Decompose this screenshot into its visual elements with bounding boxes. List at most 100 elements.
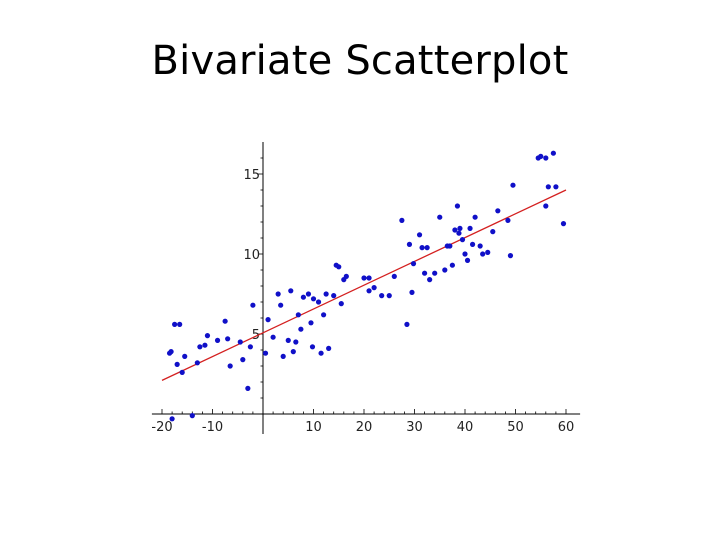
scatter-point	[300, 294, 306, 300]
scatter-point	[454, 203, 461, 209]
scatter-point	[416, 232, 423, 238]
x-tick-label: -10	[202, 420, 223, 435]
scatter-point	[399, 217, 405, 223]
scatter-point	[560, 221, 567, 227]
x-tick-label: 20	[356, 420, 373, 435]
scatter-point	[472, 214, 478, 220]
scatter-point	[409, 289, 415, 295]
scatter-point	[404, 321, 410, 327]
scatter-point	[202, 342, 208, 348]
scatter-point	[505, 217, 511, 223]
scatter-point	[543, 203, 549, 209]
scatter-point	[280, 353, 286, 359]
x-tick-label: -20	[151, 420, 172, 435]
scatter-point	[177, 321, 183, 327]
scatter-point	[275, 291, 281, 297]
slide-title: Bivariate Scatterplot	[151, 38, 569, 84]
scatter-point	[225, 336, 231, 342]
scatter-point	[424, 245, 430, 251]
regression-line	[161, 189, 567, 381]
scatter-point	[464, 257, 471, 263]
scatter-point	[490, 229, 496, 235]
scatter-point	[391, 273, 397, 279]
y-tick-label: 15	[243, 168, 260, 183]
scatter-point	[442, 267, 448, 273]
scatter-point	[240, 357, 246, 363]
scatter-point	[315, 299, 322, 305]
scatter-point	[419, 245, 425, 251]
scatter-point	[406, 241, 413, 247]
scatter-point	[361, 275, 367, 281]
scatter-point	[298, 326, 304, 332]
scatter-point	[538, 153, 544, 159]
scatter-point	[305, 291, 312, 297]
tick-marks	[161, 157, 567, 415]
scatter-point	[371, 285, 377, 291]
scatter-point	[318, 350, 324, 356]
scatter-point	[553, 184, 559, 190]
scatter-point	[386, 293, 392, 299]
scatter-point	[469, 241, 476, 247]
scatter-point	[174, 361, 180, 367]
scatter-point	[437, 214, 443, 220]
scatter-point	[447, 243, 453, 249]
scatter-point	[285, 337, 291, 343]
scatter-point	[250, 302, 256, 308]
scatter-point	[331, 293, 337, 299]
scatter-point	[427, 277, 433, 283]
scatter-point	[262, 350, 269, 356]
scatter-point	[323, 291, 329, 297]
scatter-point	[457, 225, 463, 231]
scatter-point	[343, 273, 349, 279]
scatter-point	[290, 349, 296, 355]
scatter-point	[204, 333, 211, 339]
scatter-point	[449, 262, 455, 268]
scatter-point	[237, 339, 243, 345]
scatter-point	[288, 288, 294, 294]
scatter-point	[227, 363, 233, 369]
x-tick-label: 60	[558, 420, 575, 435]
scatter-point	[480, 251, 486, 257]
scatter-point	[485, 249, 491, 255]
scatter-point	[452, 227, 458, 233]
scatter-point	[278, 302, 284, 308]
scatter-point	[169, 416, 175, 422]
scatter-point	[310, 296, 317, 302]
scatter-point	[172, 321, 178, 327]
x-tick-label: 10	[305, 420, 322, 435]
scatter-point	[456, 230, 462, 236]
scatter-point	[308, 320, 314, 326]
scatter-point	[477, 243, 483, 249]
scatter-point	[543, 155, 549, 161]
y-tick-label: 10	[243, 248, 260, 263]
scatter-point	[168, 349, 174, 355]
scatter-point	[467, 225, 473, 231]
scatter-point	[326, 345, 332, 351]
scatter-point	[545, 184, 551, 190]
fit-line-group	[161, 189, 567, 381]
scatter-point	[338, 301, 344, 307]
scatter-point	[222, 318, 228, 324]
tick-labels: -20-1010203040506051015	[151, 168, 574, 435]
scatter-point	[462, 251, 468, 257]
scatter-point	[245, 385, 251, 391]
scatter-point	[179, 369, 185, 375]
scatter-point	[321, 312, 327, 318]
scatter-point	[194, 360, 200, 366]
scatter-point	[197, 344, 203, 350]
scatter-point	[182, 353, 188, 359]
scatter-point	[189, 413, 195, 419]
scatter-point	[410, 261, 417, 267]
scatter-point	[366, 288, 372, 294]
scatter-point	[379, 293, 385, 299]
scatter-point	[293, 339, 299, 345]
scatter-point	[422, 270, 428, 276]
scatter-point	[214, 337, 221, 343]
scatter-point	[459, 237, 466, 243]
x-tick-label: 30	[406, 420, 423, 435]
scatter-point	[309, 344, 316, 350]
scatter-point	[265, 317, 271, 323]
scatter-point	[432, 270, 438, 276]
scatter-point	[495, 208, 501, 214]
